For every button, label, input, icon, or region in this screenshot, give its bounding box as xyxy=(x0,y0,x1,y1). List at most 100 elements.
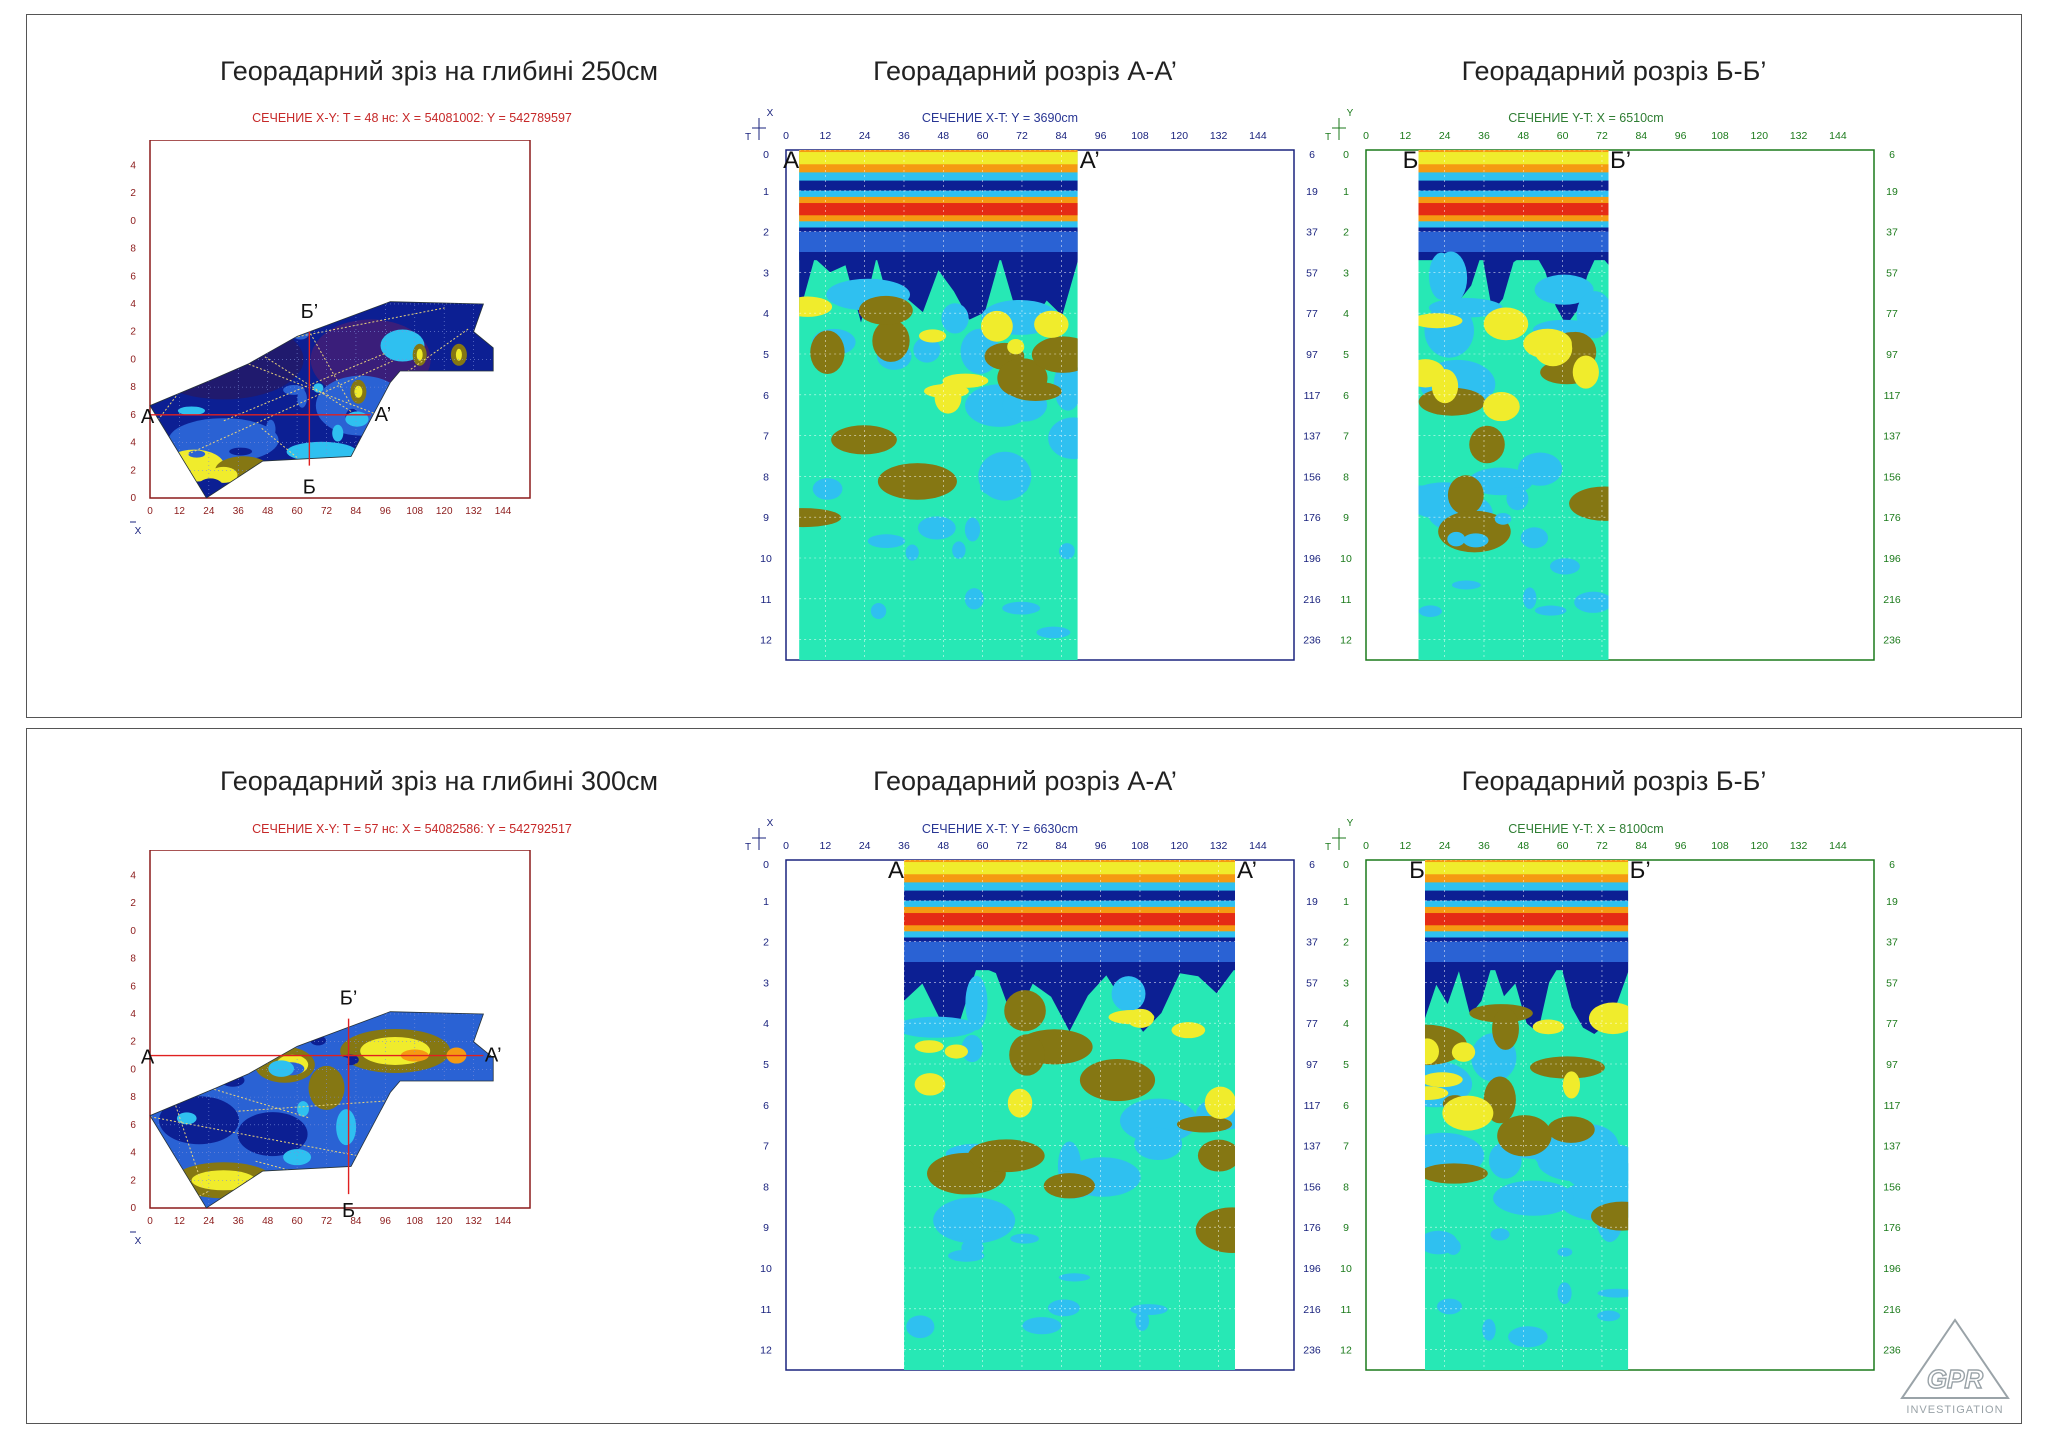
t-tick-label: 12 xyxy=(760,1345,772,1357)
band-yellow xyxy=(799,152,1078,165)
anomaly-cyan xyxy=(1451,580,1481,590)
t-tick-label: 10 xyxy=(1340,1263,1352,1275)
anomaly-cyan xyxy=(906,1315,935,1339)
depth-tick-label: 216 xyxy=(1883,594,1901,606)
anomaly-yellow xyxy=(1533,330,1573,367)
section-label-b-end: Б’ xyxy=(301,301,319,323)
x-tick-label: 36 xyxy=(233,506,245,517)
anomaly-yellow xyxy=(1572,355,1599,389)
t-tick-label: 2 xyxy=(1343,227,1349,239)
depth-tick-label: 117 xyxy=(1884,1100,1901,1112)
anomaly-olive xyxy=(967,1139,1045,1173)
depth-tick-label: 156 xyxy=(1883,1181,1901,1193)
depth-slice-chart-2: А А’ Б Б’ 0 12 24 36 48 60 72 84 96 108 120 132 144 0 12 24… xyxy=(130,850,531,1247)
y-tick-label: 48 xyxy=(130,382,136,393)
depth-tick-label: 216 xyxy=(1883,1304,1901,1316)
h-tick-label: 84 xyxy=(1635,840,1647,852)
anomaly-yellow xyxy=(1204,1086,1236,1120)
y-tick-label: 36 xyxy=(130,1120,136,1131)
band-cyan xyxy=(799,221,1078,230)
x-tick-label: 72 xyxy=(321,506,333,517)
section-start-label: Б xyxy=(1409,857,1425,884)
x-tick-label: 132 xyxy=(465,506,482,517)
band-blue xyxy=(799,231,1078,252)
h-tick-label: 60 xyxy=(977,840,989,852)
y-tick-label: 132 xyxy=(130,188,136,199)
t-tick-label: 0 xyxy=(763,859,769,871)
depth-tick-label: 196 xyxy=(1883,553,1901,565)
anomaly-cyan xyxy=(961,1239,984,1257)
h-tick-label: 132 xyxy=(1210,130,1228,142)
anomaly-olive xyxy=(1197,1139,1236,1172)
anomaly-cyan xyxy=(1597,1310,1621,1322)
axis-name-h: X xyxy=(767,818,774,829)
anomaly-blob xyxy=(297,1101,309,1117)
trace-line xyxy=(306,326,353,407)
t-tick-label: 0 xyxy=(1343,859,1349,871)
anomaly-cyan xyxy=(1047,1299,1080,1317)
anomaly-olive xyxy=(1424,1163,1488,1184)
gpr-investigation-logo: GPR INVESTIGATION xyxy=(1900,1318,2010,1416)
h-tick-label: 36 xyxy=(898,130,910,142)
h-tick-label: 84 xyxy=(1635,130,1647,142)
anomaly-olive xyxy=(877,463,957,500)
anomaly-cyan xyxy=(1482,1318,1496,1341)
yt-title-2: Георадарний розріз Б-Б’ xyxy=(1461,766,1767,796)
anomaly-olive xyxy=(872,319,910,362)
anomaly-yellow xyxy=(1482,392,1520,422)
t-tick-label: 3 xyxy=(763,977,769,989)
radargram xyxy=(1418,150,1609,660)
h-tick-label: 12 xyxy=(819,840,831,852)
t-tick-label: 0 xyxy=(1343,149,1349,161)
h-tick-label: 24 xyxy=(1439,840,1451,852)
h-tick-label: 96 xyxy=(1675,840,1687,852)
depth-tick-label: 117 xyxy=(1304,1100,1321,1112)
x-tick-label: 132 xyxy=(465,1216,482,1227)
t-tick-label: 5 xyxy=(763,349,769,361)
trace-line xyxy=(191,1191,209,1201)
anomaly-olive xyxy=(1529,1056,1605,1079)
depth-tick-label: 37 xyxy=(1306,227,1318,239)
y-tick-label: 120 xyxy=(130,216,136,227)
anomaly-yellow xyxy=(1588,1002,1629,1035)
t-tick-label: 2 xyxy=(763,227,769,239)
y-tick-label: 12 xyxy=(130,465,136,476)
band-cyan xyxy=(1418,221,1609,230)
survey-outline xyxy=(149,301,494,499)
h-tick-label: 96 xyxy=(1675,130,1687,142)
anomaly-blob xyxy=(416,348,423,361)
anomaly-cyan xyxy=(965,975,988,1031)
anomaly-olive xyxy=(1176,1116,1233,1133)
band-red xyxy=(903,913,1236,926)
x-tick-label: 12 xyxy=(174,1216,186,1227)
section-end-label: Б’ xyxy=(1630,857,1651,884)
yt-subtitle-1: СЕЧЕНИЕ Y-T: X = 6510cm xyxy=(1508,111,1664,125)
x-tick-label: 0 xyxy=(147,506,153,517)
anomaly-blob xyxy=(283,384,305,395)
h-tick-label: 36 xyxy=(898,840,910,852)
depth-tick-label: 176 xyxy=(1303,1222,1321,1234)
h-tick-label: 132 xyxy=(1210,840,1228,852)
y-tick-label: 48 xyxy=(130,1092,136,1103)
h-tick-label: 24 xyxy=(859,840,871,852)
anomaly-cyan xyxy=(1557,1282,1572,1305)
anomaly-olive xyxy=(1195,1207,1236,1253)
xt-title-1: Георадарний розріз А-А’ xyxy=(873,56,1177,86)
anomaly-cyan xyxy=(1010,1233,1039,1244)
depth-tick-label: 6 xyxy=(1889,149,1895,161)
t-tick-label: 9 xyxy=(763,512,769,524)
anomaly-yellow xyxy=(1532,1019,1565,1035)
anomaly-blob xyxy=(283,1149,312,1166)
band-cyan xyxy=(903,882,1236,891)
anomaly-cyan xyxy=(1506,486,1529,511)
h-tick-label: 12 xyxy=(1399,130,1411,142)
t-tick-label: 10 xyxy=(1340,553,1352,565)
trace-line xyxy=(169,1086,204,1188)
axis-name-h: Y xyxy=(1347,108,1354,119)
h-tick-label: 144 xyxy=(1249,130,1267,142)
anomaly-yellow xyxy=(914,1040,944,1053)
x-tick-label: 36 xyxy=(233,1216,245,1227)
anomaly-cyan xyxy=(961,1034,983,1063)
t-tick-label: 11 xyxy=(1341,594,1352,606)
depth-tick-label: 19 xyxy=(1886,186,1898,198)
